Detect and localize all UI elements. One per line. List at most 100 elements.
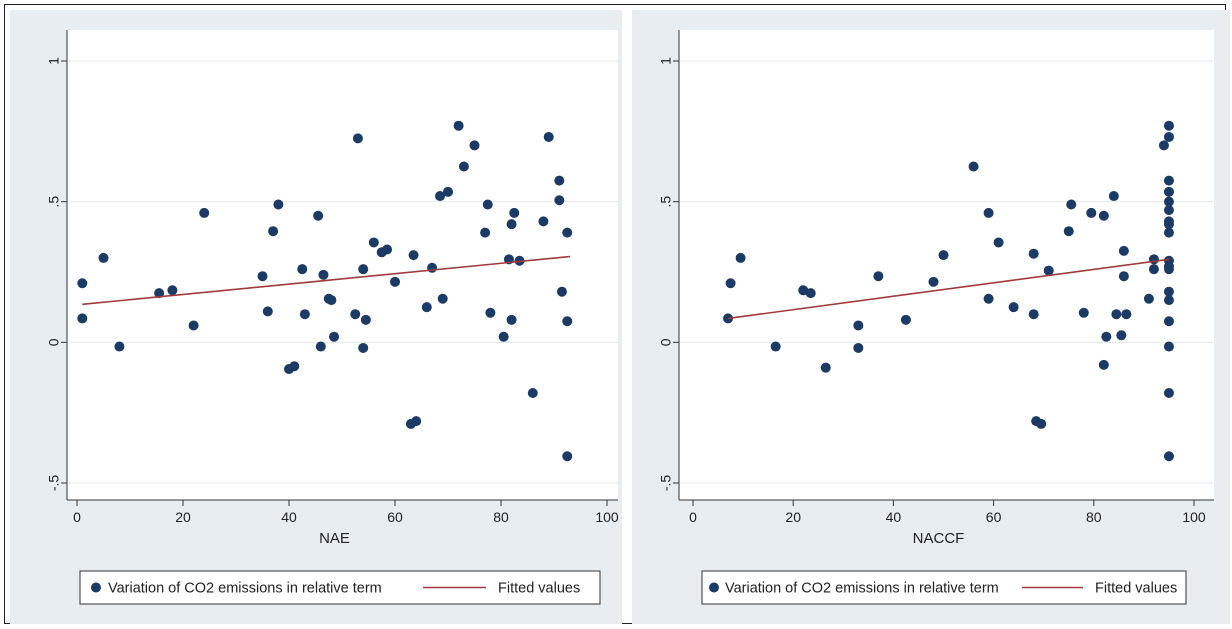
data-point xyxy=(485,307,496,318)
data-point xyxy=(77,313,88,324)
data-point xyxy=(329,331,340,342)
data-point xyxy=(408,250,419,261)
data-point xyxy=(427,262,438,273)
data-point xyxy=(1108,191,1119,202)
x-tick-label: 40 xyxy=(281,509,297,525)
y-tick-label: -.5 xyxy=(46,475,62,492)
data-point xyxy=(273,199,284,210)
x-tick-label: 100 xyxy=(595,509,619,525)
data-point xyxy=(167,285,178,296)
data-point xyxy=(313,210,324,221)
data-point xyxy=(480,227,491,238)
data-point xyxy=(543,131,554,142)
data-point xyxy=(1163,286,1174,297)
data-point xyxy=(458,161,469,172)
data-point xyxy=(1143,293,1154,304)
chart-naccf: -.5 0 .5 1 0 20 40 60 80 100 NACCF Variation of CO2… xyxy=(658,30,1214,605)
data-point xyxy=(1111,309,1122,320)
y-tick-label: .5 xyxy=(46,196,62,208)
x-tick-label: 80 xyxy=(493,509,509,525)
x-tick-label: 60 xyxy=(387,509,403,525)
data-point xyxy=(326,295,337,306)
data-point xyxy=(352,133,363,144)
data-point xyxy=(98,252,109,263)
data-point xyxy=(443,186,453,197)
plot-area xyxy=(67,30,618,500)
y-tick-label: 1 xyxy=(658,57,674,65)
data-point xyxy=(411,416,422,427)
data-point xyxy=(1163,341,1174,352)
data-point xyxy=(188,320,199,331)
data-point xyxy=(1086,207,1097,218)
x-tick-label: 80 xyxy=(1086,509,1102,525)
y-tick-label: .5 xyxy=(658,196,674,208)
data-point xyxy=(506,219,517,230)
data-point xyxy=(368,237,379,248)
data-point xyxy=(1163,316,1174,327)
data-point xyxy=(556,286,567,297)
data-point xyxy=(562,227,573,238)
data-point xyxy=(993,237,1004,248)
data-point xyxy=(114,341,125,352)
data-point xyxy=(390,276,400,287)
data-point xyxy=(928,276,939,287)
data-point xyxy=(968,161,979,172)
legend-label-fitted: Fitted values xyxy=(1095,581,1177,597)
data-point xyxy=(1148,254,1159,265)
x-tick-label: 0 xyxy=(73,509,81,525)
data-point xyxy=(289,361,300,372)
data-point xyxy=(820,362,831,373)
data-point xyxy=(506,314,517,325)
legend-label-scatter: Variation of CO2 emissions in relative t… xyxy=(725,581,999,597)
data-point xyxy=(853,342,864,353)
data-point xyxy=(358,342,369,353)
x-tick-label: 40 xyxy=(886,509,902,525)
data-point xyxy=(900,314,911,325)
fitted-line xyxy=(82,255,570,306)
data-point xyxy=(318,269,329,280)
data-point xyxy=(421,302,432,313)
x-tick-label: 100 xyxy=(1182,509,1206,525)
data-point xyxy=(1163,227,1174,238)
data-point xyxy=(1163,175,1174,186)
data-point xyxy=(1163,186,1174,197)
data-point xyxy=(509,207,520,218)
legend-label-fitted: Fitted values xyxy=(498,581,580,597)
data-point xyxy=(805,288,816,299)
data-point xyxy=(1036,418,1047,429)
data-point xyxy=(1163,451,1174,462)
legend-box xyxy=(701,570,1187,605)
data-point xyxy=(154,288,165,299)
data-point xyxy=(538,216,549,227)
data-point xyxy=(257,271,268,282)
y-tick-label: 0 xyxy=(46,338,62,346)
data-point xyxy=(562,451,573,462)
x-axis-title: NAE xyxy=(319,530,350,547)
data-point xyxy=(1163,205,1174,216)
data-point xyxy=(725,278,736,289)
data-point xyxy=(983,207,994,218)
data-point xyxy=(1028,248,1039,259)
data-point xyxy=(1101,331,1112,342)
data-point xyxy=(1163,264,1174,275)
data-point xyxy=(358,264,369,275)
y-tick-label: 1 xyxy=(46,57,62,65)
data-point xyxy=(77,278,88,289)
data-point xyxy=(1163,295,1174,306)
data-point xyxy=(360,314,371,325)
data-point xyxy=(268,226,279,237)
data-point xyxy=(1163,120,1174,131)
x-tick-label: 20 xyxy=(785,509,801,525)
data-point xyxy=(770,341,781,352)
data-point xyxy=(299,309,310,320)
data-point xyxy=(1121,309,1132,320)
fitted-line xyxy=(727,258,1170,320)
data-point xyxy=(1163,219,1174,230)
data-point xyxy=(315,341,326,352)
data-point xyxy=(435,191,446,202)
chart-panel-nae: -.5 0 .5 1 0 20 40 60 80 100 NAE Variation of CO2 e… xyxy=(10,10,622,624)
data-point xyxy=(262,306,273,317)
data-point xyxy=(554,195,565,206)
data-point xyxy=(562,316,573,327)
data-point xyxy=(297,264,308,275)
